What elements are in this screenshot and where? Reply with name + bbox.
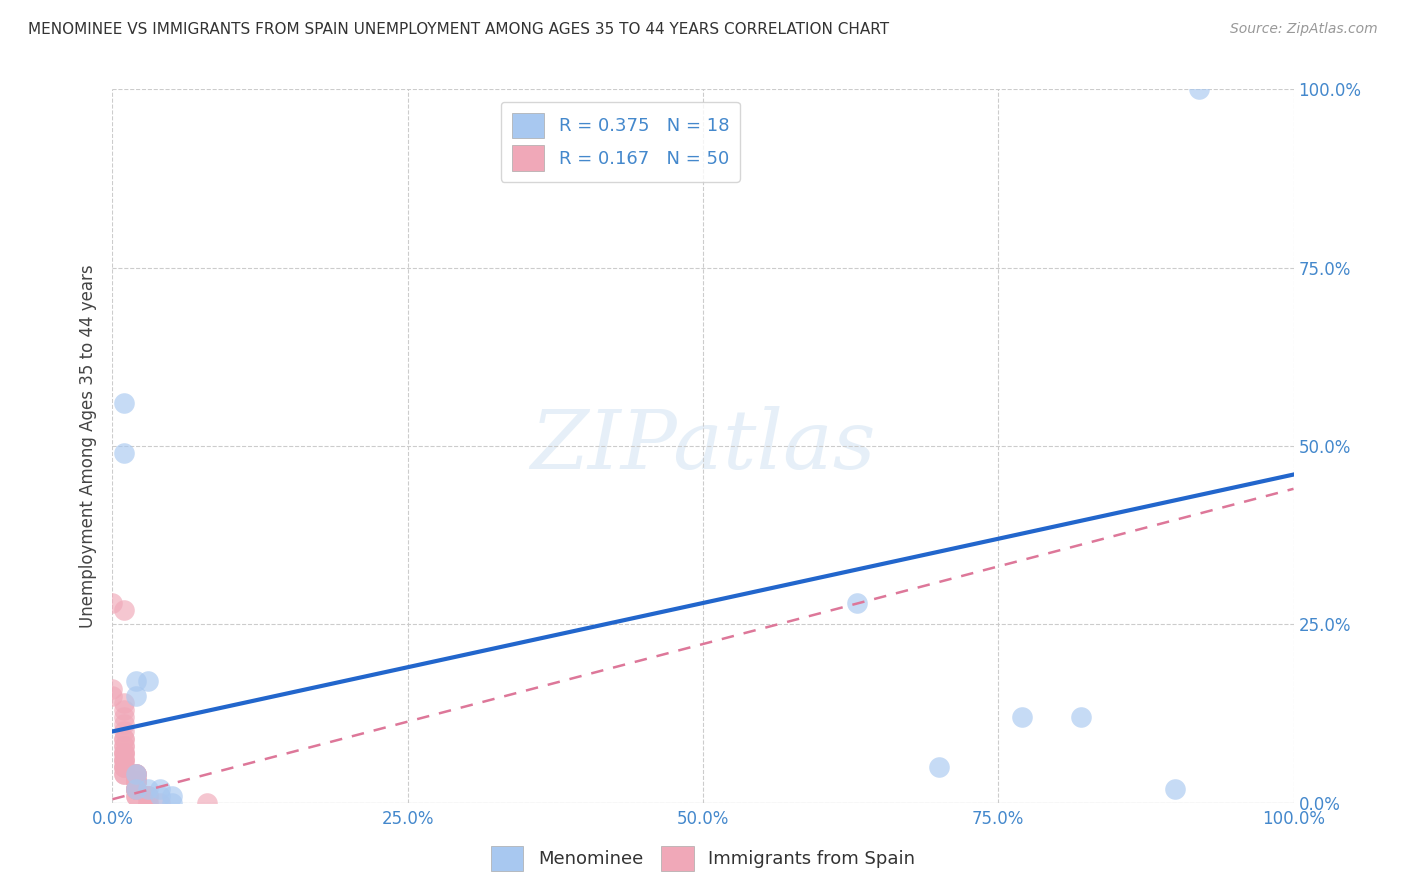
Point [125,774,148,789]
Point [112,731,135,746]
Point [136,796,159,810]
Text: Source: ZipAtlas.com: Source: ZipAtlas.com [1230,22,1378,37]
Point [112,760,135,774]
Point [112,767,135,781]
Point [101,689,124,703]
Point [112,753,135,767]
Point [1188,82,1211,96]
Point [1070,710,1092,724]
Point [149,789,172,803]
Point [136,781,159,796]
Point [136,796,159,810]
Point [125,774,148,789]
Point [125,781,148,796]
Point [101,596,124,610]
Point [136,674,159,689]
Point [112,739,135,753]
Point [112,710,135,724]
Point [160,796,183,810]
Point [1011,710,1033,724]
Point [125,781,148,796]
Point [125,767,148,781]
Point [125,774,148,789]
Point [125,789,148,803]
Point [1164,781,1187,796]
Point [125,689,148,703]
Point [125,781,148,796]
Point [125,767,148,781]
Point [112,760,135,774]
Point [112,603,135,617]
Point [112,760,135,774]
Point [125,767,148,781]
Point [125,781,148,796]
Point [112,739,135,753]
Point [125,774,148,789]
Point [125,674,148,689]
Point [112,753,135,767]
Point [112,696,135,710]
Point [195,796,218,810]
Point [112,446,135,460]
Text: MENOMINEE VS IMMIGRANTS FROM SPAIN UNEMPLOYMENT AMONG AGES 35 TO 44 YEARS CORREL: MENOMINEE VS IMMIGRANTS FROM SPAIN UNEMP… [28,22,889,37]
Point [125,789,148,803]
Point [125,781,148,796]
Text: ZIPatlas: ZIPatlas [530,406,876,486]
Y-axis label: Unemployment Among Ages 35 to 44 years: Unemployment Among Ages 35 to 44 years [79,264,97,628]
Point [112,703,135,717]
Legend: R = 0.375   N = 18, R = 0.167   N = 50: R = 0.375 N = 18, R = 0.167 N = 50 [501,102,740,182]
Point [125,774,148,789]
Point [928,760,950,774]
Point [160,789,183,803]
Point [125,767,148,781]
Point [125,774,148,789]
Point [112,746,135,760]
Point [112,746,135,760]
Point [112,746,135,760]
Point [112,731,135,746]
Point [112,753,135,767]
Point [136,789,159,803]
Point [112,767,135,781]
Point [125,767,148,781]
Point [136,789,159,803]
Point [136,789,159,803]
Point [112,724,135,739]
Legend: Menominee, Immigrants from Spain: Menominee, Immigrants from Spain [484,838,922,879]
Point [845,596,868,610]
Point [149,796,172,810]
Point [136,789,159,803]
Point [125,781,148,796]
Point [112,396,135,410]
Point [149,781,172,796]
Point [112,717,135,731]
Point [101,681,124,696]
Point [125,781,148,796]
